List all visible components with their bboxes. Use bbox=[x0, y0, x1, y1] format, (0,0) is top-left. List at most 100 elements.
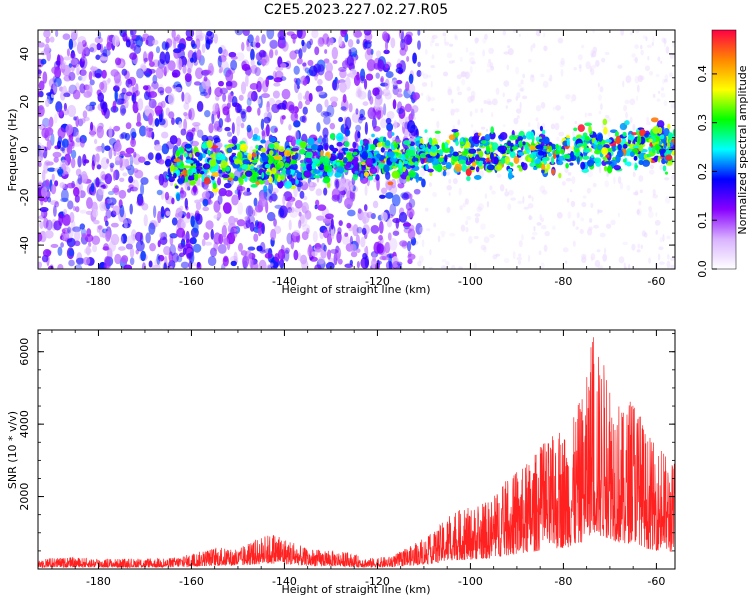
heatmap-faint-blob-1867 bbox=[473, 235, 479, 240]
heatmap-noise-blob-901 bbox=[401, 192, 410, 201]
heatmap-noise-blob-384 bbox=[307, 59, 314, 67]
colorbar: 0.00.10.20.30.4 Normalized spectral ampl… bbox=[696, 29, 749, 278]
heatmap-faint-blob-1874 bbox=[556, 136, 560, 142]
heatmap-noise-blob-1177 bbox=[135, 240, 145, 252]
heatmap-faint-blob-2106 bbox=[629, 116, 633, 124]
heatmap-faint-blob-2026 bbox=[457, 119, 461, 126]
heatmap-signal-blob-3475 bbox=[421, 178, 426, 188]
heatmap-xtick-label-0: -180 bbox=[86, 275, 111, 288]
heatmap-signal-blob-3491 bbox=[206, 140, 213, 149]
heatmap-signal-blob-3732 bbox=[232, 162, 241, 169]
heatmap-faint-blob-1902 bbox=[508, 189, 514, 196]
snr-xtick-label-1: -160 bbox=[179, 575, 204, 588]
heatmap-noise-blob-1656 bbox=[387, 232, 392, 241]
heatmap-noise-blob-1520 bbox=[288, 219, 292, 231]
heatmap-signal-blob-3808 bbox=[386, 151, 395, 158]
heatmap-signal-blob-3888 bbox=[617, 143, 622, 150]
heatmap-signal-blob-3569 bbox=[451, 128, 459, 133]
heatmap-noise-blob-1396 bbox=[407, 251, 412, 258]
heatmap-signal-blob-3898 bbox=[319, 156, 325, 162]
heatmap-faint-blob-1983 bbox=[597, 82, 600, 88]
heatmap-noise-blob-1210 bbox=[250, 259, 259, 269]
heatmap-noise-blob-1762 bbox=[127, 156, 133, 162]
heatmap-noise-blob-1519 bbox=[335, 180, 340, 189]
heatmap-faint-blob-2226 bbox=[520, 86, 525, 92]
heatmap-noise-blob-1642 bbox=[38, 80, 45, 91]
heatmap-noise-blob-123 bbox=[73, 142, 82, 147]
heatmap-faint-blob-1901 bbox=[473, 262, 477, 269]
heatmap-signal-blob-3730 bbox=[428, 137, 433, 146]
heatmap-faint-blob-2093 bbox=[492, 254, 498, 260]
heatmap-noise-blob-1539 bbox=[40, 58, 47, 65]
heatmap-faint-blob-1854 bbox=[565, 177, 572, 182]
heatmap-noise-blob-1420 bbox=[412, 92, 420, 100]
heatmap-noise-blob-633 bbox=[331, 101, 338, 108]
heatmap-signal-blob-2851 bbox=[603, 126, 608, 135]
heatmap-noise-blob-585 bbox=[386, 122, 394, 132]
heatmap-noise-blob-706 bbox=[281, 88, 291, 100]
heatmap-noise-blob-1768 bbox=[159, 232, 164, 239]
heatmap-noise-blob-1277 bbox=[115, 98, 125, 105]
heatmap-noise-blob-83 bbox=[356, 261, 360, 269]
heatmap-noise-blob-731 bbox=[119, 150, 126, 156]
heatmap-noise-blob-1756 bbox=[213, 33, 219, 44]
heatmap-noise-blob-1358 bbox=[339, 82, 347, 93]
heatmap-noise-blob-1379 bbox=[354, 129, 359, 143]
heatmap-faint-blob-2102 bbox=[655, 212, 658, 217]
heatmap-signal-blob-3433 bbox=[313, 169, 321, 174]
heatmap-signal-blob-3877 bbox=[365, 157, 374, 167]
heatmap-signal-blob-3816 bbox=[509, 151, 516, 158]
heatmap-noise-blob-1095 bbox=[222, 49, 229, 58]
heatmap-faint-blob-2246 bbox=[610, 219, 616, 226]
heatmap-faint-blob-2280 bbox=[571, 94, 577, 102]
heatmap-noise-blob-917 bbox=[247, 205, 252, 217]
heatmap-noise-blob-354 bbox=[57, 263, 64, 269]
heatmap-faint-blob-2080 bbox=[507, 45, 511, 49]
snr-xtick-label-3: -120 bbox=[365, 575, 390, 588]
heatmap-noise-blob-579 bbox=[140, 65, 147, 72]
heatmap-noise-blob-997 bbox=[129, 247, 135, 258]
heatmap-noise-blob-866 bbox=[268, 49, 274, 59]
heatmap-noise-blob-779 bbox=[53, 156, 59, 163]
heatmap-y-axis-title: Frequency (Hz) bbox=[6, 109, 19, 192]
heatmap-noise-blob-1499 bbox=[161, 65, 167, 73]
heatmap-noise-blob-641 bbox=[184, 72, 192, 83]
heatmap-faint-blob-2293 bbox=[566, 197, 570, 203]
heatmap-signal-blob-3751 bbox=[593, 139, 598, 146]
heatmap-signal-blob-3160 bbox=[402, 140, 411, 146]
heatmap-signal-blob-3758 bbox=[194, 173, 199, 182]
heatmap-noise-blob-1726 bbox=[154, 105, 163, 115]
heatmap-noise-blob-1654 bbox=[268, 182, 274, 195]
heatmap-noise-blob-1472 bbox=[317, 204, 327, 211]
heatmap-signal-blob-3795 bbox=[475, 160, 480, 164]
heatmap-signal-blob-2994 bbox=[424, 129, 428, 133]
heatmap-noise-blob-1291 bbox=[249, 221, 255, 232]
heatmap-noise-blob-979 bbox=[385, 180, 393, 191]
heatmap-signal-blob-2700 bbox=[324, 144, 329, 151]
heatmap-signal-blob-3777 bbox=[192, 167, 196, 174]
heatmap-signal-blob-3655 bbox=[465, 168, 472, 177]
heatmap-noise-blob-1690 bbox=[57, 246, 63, 256]
heatmap-faint-blob-2244 bbox=[476, 206, 482, 213]
heatmap-faint-blob-2276 bbox=[648, 206, 653, 212]
heatmap-faint-blob-2239 bbox=[645, 36, 648, 42]
heatmap-noise-blob-592 bbox=[338, 117, 344, 123]
heatmap-noise-blob-1166 bbox=[75, 131, 80, 142]
heatmap-signal-blob-2801 bbox=[336, 141, 343, 147]
heatmap-faint-blob-1819 bbox=[461, 78, 466, 86]
heatmap-signal-blob-3710 bbox=[499, 145, 508, 152]
heatmap-noise-blob-1428 bbox=[408, 193, 413, 200]
heatmap-faint-blob-2004 bbox=[489, 185, 493, 191]
heatmap-signal-blob-3219 bbox=[367, 175, 374, 181]
heatmap-noise-blob-1647 bbox=[181, 217, 190, 224]
heatmap-noise-blob-786 bbox=[208, 123, 214, 134]
heatmap-signal-blob-3026 bbox=[491, 142, 499, 151]
heatmap-noise-blob-1619 bbox=[317, 64, 325, 76]
heatmap-noise-blob-1627 bbox=[56, 54, 61, 68]
heatmap-faint-blob-2097 bbox=[486, 62, 492, 68]
heatmap-noise-blob-1612 bbox=[332, 59, 338, 64]
heatmap-noise-blob-1053 bbox=[168, 111, 175, 119]
heatmap-signal-blob-3390 bbox=[622, 158, 627, 163]
heatmap-noise-blob-1462 bbox=[39, 207, 49, 213]
heatmap-signal-blob-2978 bbox=[176, 193, 181, 202]
